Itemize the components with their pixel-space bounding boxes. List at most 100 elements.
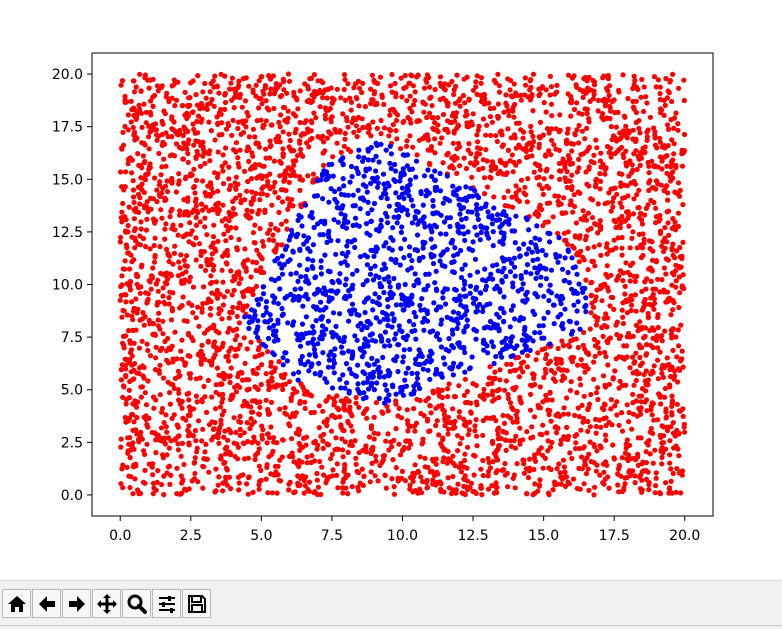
outside-series-point	[297, 138, 303, 144]
outside-series-point	[676, 85, 682, 91]
inside-series-point	[574, 290, 581, 296]
outside-series-point	[148, 125, 154, 131]
outside-series-point	[133, 84, 139, 90]
inside-series-point	[440, 355, 447, 361]
outside-series-point	[340, 479, 346, 485]
outside-series-point	[342, 97, 349, 103]
outside-series-point	[237, 432, 243, 438]
outside-series-point	[664, 209, 670, 215]
inside-series-point	[507, 324, 513, 330]
outside-series-point	[207, 312, 214, 318]
outside-series-point	[131, 216, 137, 222]
outside-series-point	[651, 417, 657, 423]
outside-series-point	[674, 354, 680, 360]
inside-series-point	[386, 279, 392, 285]
outside-series-point	[387, 112, 393, 118]
outside-series-point	[496, 394, 502, 401]
outside-series-point	[118, 436, 124, 442]
outside-series-point	[624, 402, 630, 408]
outside-series-point	[633, 148, 639, 154]
outside-series-point	[681, 424, 687, 430]
outside-series-point	[142, 142, 148, 148]
outside-series-point	[509, 404, 515, 411]
outside-series-point	[525, 176, 531, 182]
outside-series-point	[264, 440, 270, 446]
inside-series-point	[423, 271, 429, 277]
outside-series-point	[272, 179, 278, 185]
outside-series-point	[540, 422, 546, 428]
outside-series-point	[653, 186, 659, 192]
inside-series-point	[481, 325, 487, 331]
outside-series-point	[542, 219, 548, 225]
outside-series-point	[323, 108, 329, 114]
outside-series-point	[682, 429, 688, 435]
inside-series-point	[326, 228, 332, 234]
inside-series-point	[340, 350, 346, 356]
outside-series-point	[138, 394, 144, 400]
inside-series-point	[328, 349, 334, 355]
inside-series-point	[310, 265, 316, 271]
outside-series-point	[244, 207, 250, 213]
outside-series-point	[563, 210, 569, 216]
outside-series-point	[440, 160, 446, 166]
inside-series-point	[524, 262, 531, 268]
outside-series-point	[324, 95, 330, 101]
inside-series-point	[362, 309, 368, 316]
inside-series-point	[532, 235, 538, 241]
outside-series-point	[119, 145, 125, 151]
outside-series-point	[151, 405, 157, 411]
inside-series-point	[254, 297, 260, 303]
outside-series-point	[591, 492, 597, 498]
outside-series-point	[522, 184, 528, 190]
inside-series-point	[541, 315, 547, 321]
outside-series-point	[393, 128, 399, 134]
inside-series-point	[386, 203, 392, 209]
inside-series-point	[575, 299, 581, 305]
outside-series-point	[212, 170, 218, 176]
inside-series-point	[326, 357, 332, 363]
inside-series-point	[352, 333, 358, 339]
inside-series-point	[322, 221, 328, 227]
inside-series-point	[483, 201, 489, 207]
outside-series-point	[569, 172, 575, 178]
outside-series-point	[547, 92, 553, 98]
outside-series-point	[142, 314, 148, 320]
outside-series-point	[407, 105, 413, 111]
inside-series-point	[547, 341, 553, 347]
outside-series-point	[516, 158, 522, 165]
outside-series-point	[331, 402, 337, 408]
outside-series-point	[564, 184, 570, 191]
inside-series-point	[364, 254, 370, 260]
outside-series-point	[457, 103, 463, 109]
inside-series-point	[439, 262, 445, 268]
inside-series-point	[491, 205, 497, 211]
outside-series-point	[173, 141, 180, 147]
outside-series-point	[198, 201, 205, 207]
inside-series-point	[492, 286, 498, 292]
outside-series-point	[450, 140, 456, 146]
outside-series-point	[214, 365, 220, 371]
outside-series-point	[593, 430, 599, 436]
outside-series-point	[644, 408, 650, 414]
outside-series-point	[201, 284, 207, 290]
inside-series-point	[462, 312, 468, 318]
outside-series-point	[278, 372, 284, 378]
outside-series-point	[341, 405, 347, 411]
outside-series-point	[203, 95, 209, 101]
outside-series-point	[648, 197, 654, 203]
outside-series-point	[511, 81, 517, 87]
inside-series-point	[353, 165, 359, 171]
outside-series-point	[164, 452, 170, 458]
outside-series-point	[219, 399, 225, 405]
inside-series-point	[253, 330, 259, 336]
outside-series-point	[356, 127, 362, 134]
outside-series-point	[124, 464, 130, 470]
outside-series-point	[131, 207, 137, 213]
outside-series-point	[407, 133, 413, 139]
outside-series-point	[671, 115, 678, 121]
outside-series-point	[637, 319, 643, 325]
outside-series-point	[389, 89, 395, 95]
outside-series-point	[672, 255, 678, 261]
outside-series-point	[394, 112, 401, 118]
outside-series-point	[412, 97, 418, 104]
